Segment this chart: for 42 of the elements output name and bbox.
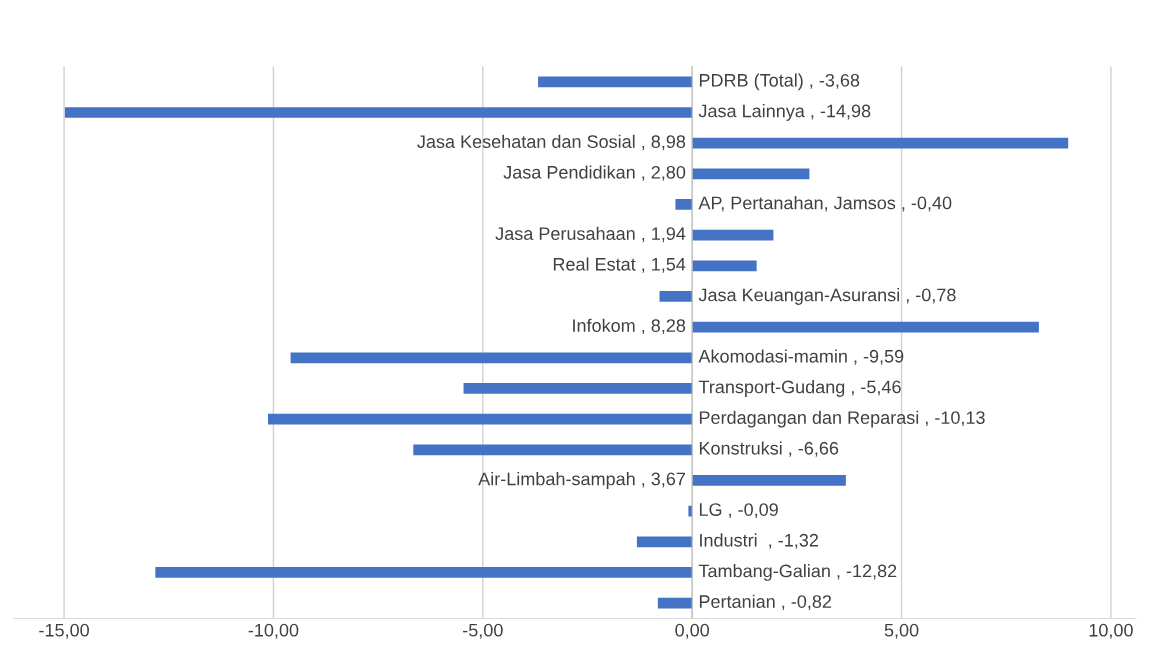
data-label: Jasa Pendidikan , 2,80 xyxy=(503,165,686,181)
bar xyxy=(659,291,693,302)
bar xyxy=(463,383,693,394)
bar xyxy=(636,536,693,548)
bar xyxy=(675,199,693,210)
data-label: Akomodasi-mamin , -9,59 xyxy=(698,349,904,365)
data-label: Infokom , 8,28 xyxy=(573,318,686,335)
bar xyxy=(657,597,693,609)
x-tick-label: 5,00 xyxy=(884,623,919,639)
x-tick-label: 10,00 xyxy=(1089,623,1133,639)
bar xyxy=(538,76,693,88)
data-label: Jasa Keuangan-Asuransi , -0,78 xyxy=(698,288,956,305)
data-label: Jasa Kesehatan dan Sosial , 8,98 xyxy=(417,134,686,151)
bar xyxy=(692,475,846,486)
data-label: Jasa Perusahaan , 1,94 xyxy=(495,226,686,243)
bar xyxy=(692,229,774,241)
data-label: Real Estat , 1,54 xyxy=(553,257,686,273)
x-tick-label: -5,00 xyxy=(463,623,503,639)
data-label: Perdagangan dan Reparasi , -10,13 xyxy=(699,410,985,428)
bar xyxy=(413,444,693,456)
bar xyxy=(267,413,693,425)
bar xyxy=(692,137,1069,149)
bar xyxy=(290,352,693,364)
bar xyxy=(64,107,693,118)
data-label: Konstruksi , -6,66 xyxy=(699,441,839,457)
x-tick-label: -15,00 xyxy=(39,623,89,639)
data-label: LG , -0,09 xyxy=(699,503,778,519)
data-label: Tambang-Galian , -12,82 xyxy=(698,564,897,581)
bar xyxy=(688,505,693,517)
x-tick-label: 0,00 xyxy=(675,623,710,639)
bar xyxy=(155,567,693,578)
data-label: Pertanian , -0,82 xyxy=(699,594,832,611)
x-tick-label: -10,00 xyxy=(248,623,299,639)
data-label: Transport-Gudang , -5,46 xyxy=(698,380,901,397)
data-label: Jasa Lainnya , -14,98 xyxy=(698,104,871,121)
data-label: Air-Limbah-sampah , 3,67 xyxy=(478,472,685,489)
data-label: PDRB (Total) , -3,68 xyxy=(699,73,860,91)
bar xyxy=(692,168,810,180)
bar xyxy=(692,321,1039,333)
data-label: AP, Pertanahan, Jamsos , -0,40 xyxy=(698,196,952,212)
bar xyxy=(692,260,757,272)
data-label: Industri , -1,32 xyxy=(700,533,818,549)
